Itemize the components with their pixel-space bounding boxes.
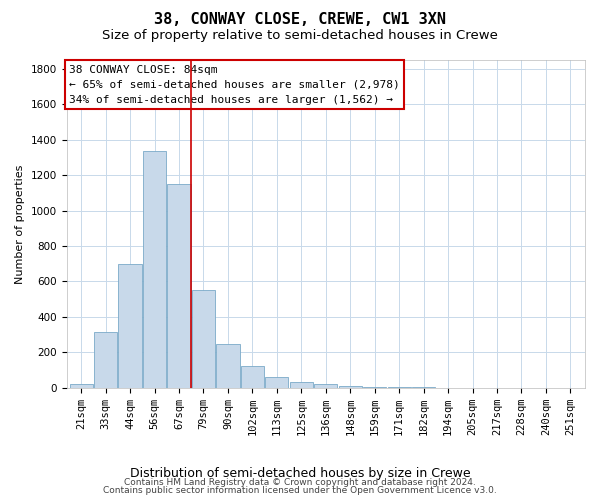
Text: Contains HM Land Registry data © Crown copyright and database right 2024.: Contains HM Land Registry data © Crown c… (124, 478, 476, 487)
Bar (388, 387, 411, 388)
Text: 38 CONWAY CLOSE: 84sqm
← 65% of semi-detached houses are smaller (2,978)
34% of : 38 CONWAY CLOSE: 84sqm ← 65% of semi-det… (69, 65, 400, 104)
Bar (70, 384, 93, 388)
Y-axis label: Number of properties: Number of properties (15, 164, 25, 284)
Bar (217, 344, 239, 388)
Bar (167, 184, 191, 388)
Bar (118, 264, 142, 388)
Text: Distribution of semi-detached houses by size in Crewe: Distribution of semi-detached houses by … (130, 468, 470, 480)
Bar (143, 151, 166, 388)
Bar (314, 384, 337, 388)
Bar (94, 332, 117, 388)
Text: Contains public sector information licensed under the Open Government Licence v3: Contains public sector information licen… (103, 486, 497, 495)
Text: Size of property relative to semi-detached houses in Crewe: Size of property relative to semi-detach… (102, 29, 498, 42)
Bar (192, 290, 215, 388)
Bar (338, 386, 362, 388)
Bar (241, 366, 264, 388)
Bar (265, 377, 289, 388)
Bar (363, 387, 386, 388)
Bar (290, 382, 313, 388)
Text: 38, CONWAY CLOSE, CREWE, CW1 3XN: 38, CONWAY CLOSE, CREWE, CW1 3XN (154, 12, 446, 28)
